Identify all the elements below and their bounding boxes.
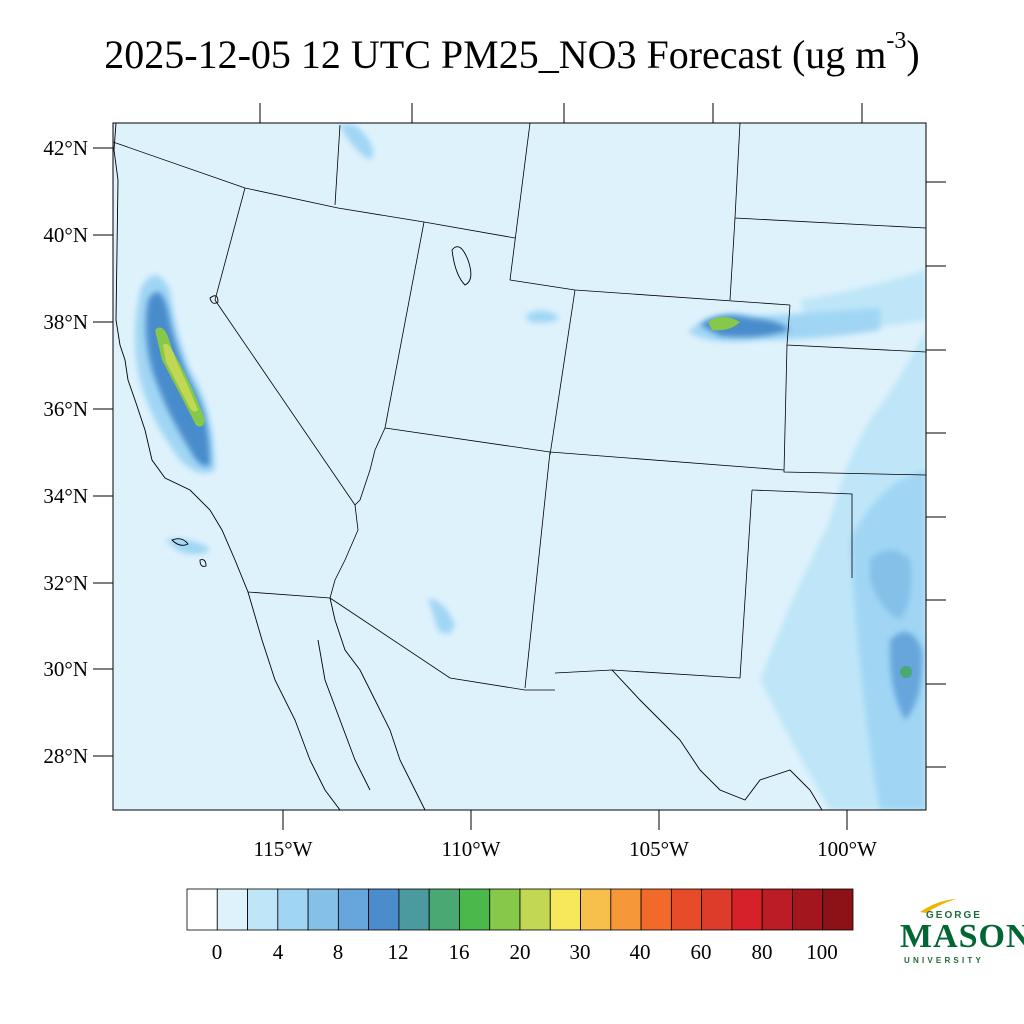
lat-label: 32°N <box>43 571 88 595</box>
colorbar-label: 60 <box>691 940 712 964</box>
logo-swoosh-icon <box>920 899 956 913</box>
colorbar-label: 100 <box>806 940 838 964</box>
lat-label: 42°N <box>43 136 88 160</box>
colorbar-label: 16 <box>449 940 470 964</box>
colorbar-swatch <box>368 888 400 931</box>
colorbar-swatch <box>459 888 491 931</box>
colorbar-swatch <box>580 888 612 931</box>
lon-label: 110°W <box>442 837 501 861</box>
longitude-labels: 115°W 110°W 105°W 100°W <box>254 837 878 861</box>
colorbar-label: 4 <box>273 940 284 964</box>
colorbar-label: 30 <box>570 940 591 964</box>
colorbar-swatch <box>610 888 642 931</box>
colorbar-swatch <box>489 888 521 931</box>
colorbar-swatch <box>670 888 703 931</box>
colorbar-swatch <box>247 888 279 931</box>
colorbar-swatch <box>640 888 672 931</box>
colorbar-swatch <box>792 888 824 931</box>
colorbar-label: 80 <box>752 940 773 964</box>
logo-george: GEORGE <box>926 910 982 921</box>
lat-label: 30°N <box>43 657 88 681</box>
colorbar-label: 12 <box>388 940 409 964</box>
latitude-labels: 42°N 40°N 38°N 36°N 34°N 32°N 30°N 28°N <box>43 136 88 768</box>
colorbar-label: 20 <box>510 940 531 964</box>
lat-label: 28°N <box>43 744 88 768</box>
concentration-field <box>135 123 926 810</box>
colorbar-label: 0 <box>212 940 223 964</box>
colorbar-swatch <box>398 888 430 931</box>
map-frame <box>112 122 927 811</box>
lon-label: 100°W <box>817 837 877 861</box>
boundary-lines <box>113 123 926 691</box>
logo-university: UNIVERSITY <box>904 956 985 965</box>
colorbar-swatch <box>337 888 370 931</box>
colorbar <box>186 888 854 931</box>
coastlines <box>113 123 823 810</box>
lon-label: 105°W <box>629 837 689 861</box>
colorbar-swatch <box>428 888 460 931</box>
colorbar-label: 40 <box>630 940 651 964</box>
colorbar-label: 8 <box>333 940 344 964</box>
axis-ticks <box>93 103 946 830</box>
lat-label: 40°N <box>43 223 88 247</box>
colorbar-swatch <box>701 888 733 931</box>
colorbar-swatch <box>186 888 218 931</box>
gmu-logo: GEORGE MASON UNIVERSITY <box>896 898 1024 968</box>
colorbar-swatch <box>277 888 309 931</box>
colorbar-swatch <box>731 888 763 931</box>
colorbar-labels: 0 4 8 12 16 20 30 40 60 80 100 <box>212 940 838 964</box>
colorbar-swatch <box>761 888 793 931</box>
lat-label: 36°N <box>43 397 88 421</box>
colorbar-swatch <box>307 888 339 931</box>
colorbar-swatch <box>519 888 551 931</box>
colorbar-swatch <box>549 888 581 931</box>
lat-label: 38°N <box>43 310 88 334</box>
lat-label: 34°N <box>43 484 88 508</box>
logo-mason: MASON <box>900 918 1024 955</box>
colorbar-swatch <box>216 888 248 931</box>
colorbar-swatch <box>822 888 854 931</box>
lon-label: 115°W <box>254 837 313 861</box>
map-title: 2025-12-05 12 UTC PM25_NO3 Forecast (ug … <box>104 28 920 77</box>
